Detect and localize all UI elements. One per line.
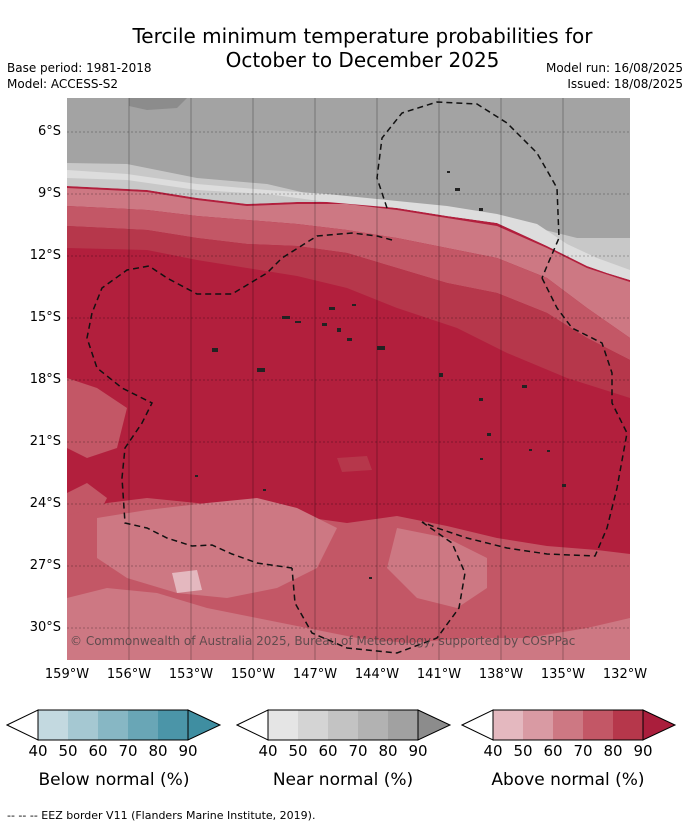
tick: 40 [258,742,278,760]
eez-footnote: -- -- -- EEZ border V11 (Flanders Marine… [7,809,316,822]
swatch [128,710,158,740]
swatch [68,710,98,740]
lon-label: 144°W [354,667,400,682]
tick: 40 [483,742,503,760]
copyright-notice: © Commonwealth of Australia 2025, Bureau… [70,634,576,648]
tick: 60 [543,742,563,760]
lon-label: 138°W [478,667,524,682]
tick: 70 [573,742,593,760]
meta-right: Model run: 16/08/2025 Issued: 18/08/2025 [546,60,683,92]
tick: 40 [28,742,48,760]
lat-label: 21°S [29,434,61,449]
tick: 60 [318,742,338,760]
graticule [67,98,630,660]
lon-label: 153°W [168,667,214,682]
lon-label: 150°W [230,667,276,682]
near-normal-region [67,98,630,280]
base-period: Base period: 1981-2018 [7,61,152,75]
lat-label: 12°S [29,248,61,263]
tick: 70 [118,742,138,760]
tick: 60 [88,742,108,760]
islands [195,171,566,579]
eez-cook-islands [86,232,393,569]
swatch [583,710,613,740]
swatch [388,710,418,740]
issued-date: Issued: 18/08/2025 [567,77,683,91]
lat-label: 18°S [29,372,61,387]
above-patch-west [67,378,127,458]
swatch [298,710,328,740]
colorbar-ticks: 40 50 60 70 80 90 [6,742,222,762]
swatch-end [643,710,675,740]
tick: 90 [633,742,653,760]
tick: 70 [348,742,368,760]
above-band-1 [67,188,630,338]
eez-french-polynesia [421,277,628,557]
lon-label: 156°W [106,667,152,682]
map-title: Tercile minimum temperature probabilitie… [0,24,690,72]
swatch [158,710,188,740]
lon-label: 135°W [540,667,586,682]
swatch [523,710,553,740]
probability-map [67,98,630,660]
lat-label: 24°S [29,496,61,511]
lat-label: 9°S [37,186,61,201]
above-band-2 [67,206,630,360]
swatch [328,710,358,740]
swatch [553,710,583,740]
colorbar-above [461,709,677,741]
near-normal-lighter [67,170,630,280]
swatch-end [418,710,450,740]
eez-pitcairn [291,521,466,654]
tick: 80 [603,742,623,760]
colorbar-ticks: 40 50 60 70 80 90 [236,742,452,762]
above-south-4 [67,588,630,660]
legend-label-near: Near normal (%) [272,770,414,790]
map-canvas [67,98,630,660]
colorbar-near [236,709,452,741]
lon-label: 132°W [602,667,648,682]
meta-left: Base period: 1981-2018 Model: ACCESS-S2 [7,60,152,92]
lon-label: 147°W [292,667,338,682]
eez-marquesas [376,101,560,279]
model-run: Model run: 16/08/2025 [545,61,683,75]
swatch [358,710,388,740]
near-normal-light [67,163,630,280]
swatch [493,710,523,740]
legend-below-normal: 40 50 60 70 80 90 [6,708,222,762]
lon-label: 141°W [416,667,462,682]
swatch [268,710,298,740]
title-line-1: Tercile minimum temperature probabilitie… [132,24,593,48]
legend-above-normal: 40 50 60 70 80 90 [461,708,677,762]
lat-label: 6°S [37,124,61,139]
tick: 50 [288,742,308,760]
legend-label-below: Below normal (%) [38,770,190,790]
legend-label-above: Above normal (%) [491,770,645,790]
colorbar-ticks: 40 50 60 70 80 90 [461,742,677,762]
tick: 90 [178,742,198,760]
above-south-5 [172,570,202,593]
lat-label: 15°S [29,310,61,325]
lat-label: 27°S [29,558,61,573]
tick: 90 [408,742,428,760]
lat-label: 30°S [29,620,61,635]
model-name: Model: ACCESS-S2 [7,77,119,91]
colorbar-below [6,709,222,741]
swatch [98,710,128,740]
above-patch-mid [337,456,372,472]
above-south-2 [97,498,337,598]
swatch-end [188,710,220,740]
tick: 80 [148,742,168,760]
tick: 50 [513,742,533,760]
near-normal-dark [129,98,187,110]
lon-label: 159°W [44,667,90,682]
title-line-2: October to December 2025 [225,48,500,72]
swatch [613,710,643,740]
tick: 80 [378,742,398,760]
tick: 50 [58,742,78,760]
eez-borders [86,101,628,654]
above-band-3 [67,226,630,398]
swatch [38,710,68,740]
legend-near-normal: 40 50 60 70 80 90 [236,708,452,762]
